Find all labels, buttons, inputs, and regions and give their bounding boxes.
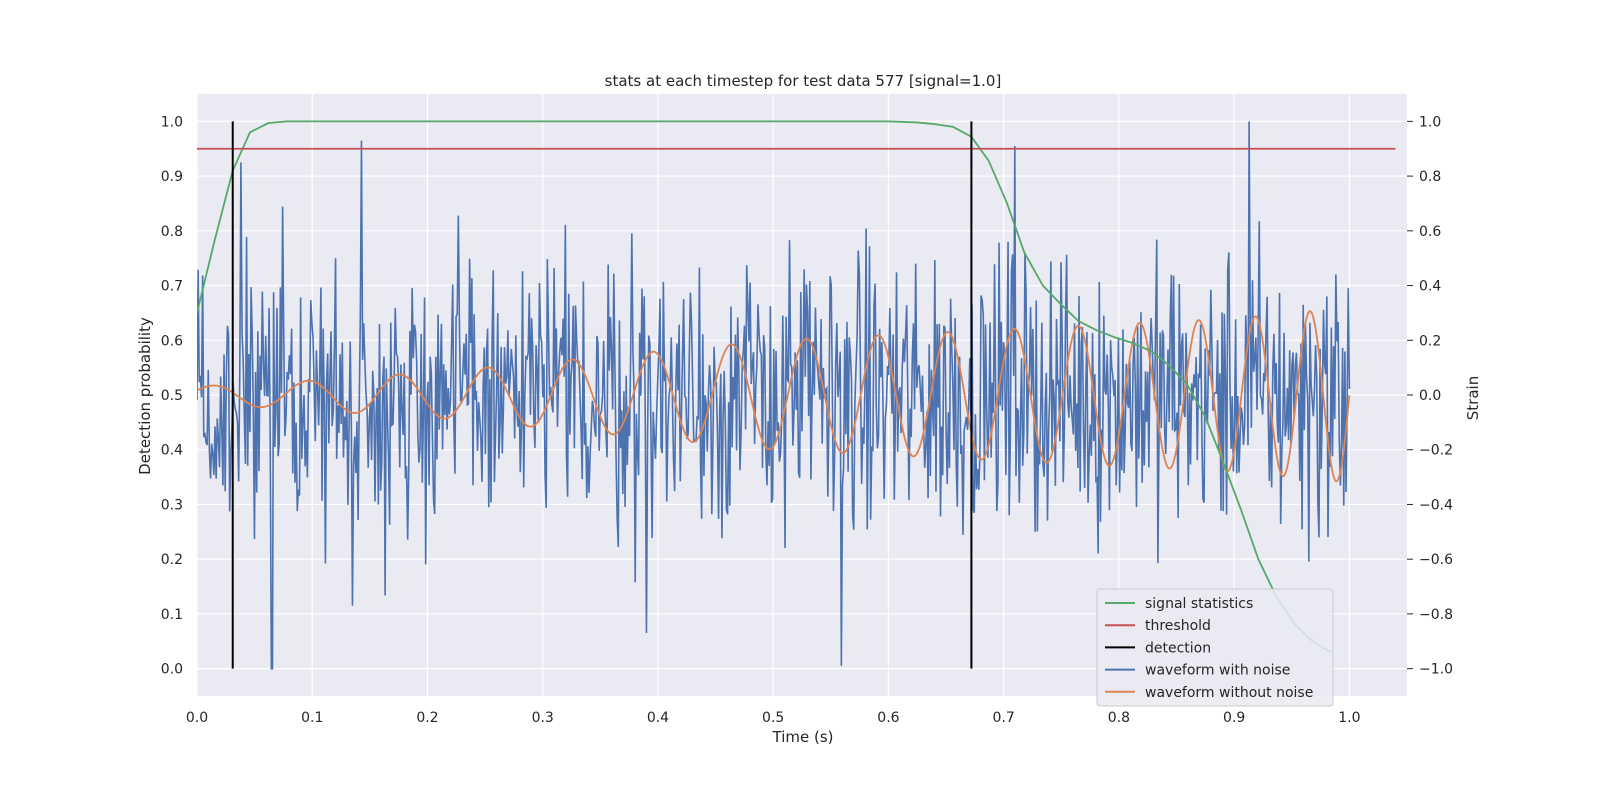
x-tick-label: 0.5 xyxy=(762,710,784,726)
legend-label: waveform without noise xyxy=(1145,685,1313,701)
y-tick-label: 0.0 xyxy=(161,662,183,678)
y2-axis-ticks: −1.0 −0.8 −0.6 −0.4 −0.2 0.0 0.2 0.4 0.6 0.8 1.0 xyxy=(1407,114,1453,678)
x-tick-label: 0.0 xyxy=(186,710,208,726)
y2-tick-label: 1.0 xyxy=(1419,114,1441,130)
x-tick-label: 0.4 xyxy=(647,710,669,726)
y-tick-label: 0.8 xyxy=(161,224,183,240)
x-tick-label: 0.3 xyxy=(532,710,554,726)
y2-tick-label: −1.0 xyxy=(1419,662,1453,678)
series-layer xyxy=(197,120,1396,670)
y2-tick-label: −0.8 xyxy=(1419,607,1453,623)
legend: signal statistics threshold detection wavef… xyxy=(1096,588,1334,707)
y2-tick-label: 0.6 xyxy=(1419,224,1441,240)
x-axis-label: Time (s) xyxy=(772,728,834,746)
series-waveform-with-noise xyxy=(197,121,1351,670)
legend-label: threshold xyxy=(1145,618,1211,634)
y2-tick-label: −0.6 xyxy=(1419,552,1453,568)
x-tick-label: 0.8 xyxy=(1108,710,1130,726)
x-tick-label: 0.9 xyxy=(1223,710,1245,726)
series-signal-statistics xyxy=(197,120,1332,653)
y-tick-label: 0.4 xyxy=(161,443,183,459)
legend-label: detection xyxy=(1145,640,1211,656)
y2-tick-label: −0.4 xyxy=(1419,497,1453,513)
y-axis-ticks: 0.0 0.1 0.2 0.3 0.4 0.5 0.6 0.7 0.8 0.9 1.0 xyxy=(161,114,183,677)
y-tick-label: 0.9 xyxy=(161,169,183,185)
y-tick-label: 0.6 xyxy=(161,333,183,349)
y-tick-label: 0.2 xyxy=(161,552,183,568)
chart-title: stats at each timestep for test data 577… xyxy=(605,72,1002,90)
x-tick-label: 1.0 xyxy=(1338,710,1360,726)
y2-tick-label: −0.2 xyxy=(1419,443,1453,459)
legend-box xyxy=(1096,588,1334,707)
legend-label: waveform with noise xyxy=(1145,663,1290,679)
x-tick-label: 0.2 xyxy=(416,710,438,726)
y-tick-label: 0.5 xyxy=(161,388,183,404)
y-tick-label: 0.3 xyxy=(161,497,183,513)
y2-axis-label: Strain xyxy=(1464,376,1482,420)
y-tick-label: 0.1 xyxy=(161,607,183,623)
x-tick-label: 0.7 xyxy=(993,710,1015,726)
x-axis-ticks: 0.0 0.1 0.2 0.3 0.4 0.5 0.6 0.7 0.8 0.9 1.0 xyxy=(186,710,1361,726)
y2-tick-label: 0.4 xyxy=(1419,279,1441,295)
y-tick-label: 0.7 xyxy=(161,279,183,295)
series-waveform-without-noise xyxy=(197,310,1351,483)
y2-tick-label: 0.0 xyxy=(1419,388,1441,404)
y-tick-label: 1.0 xyxy=(161,114,183,130)
y2-tick-label: 0.2 xyxy=(1419,333,1441,349)
legend-label: signal statistics xyxy=(1145,596,1253,612)
y2-tick-label: 0.8 xyxy=(1419,169,1441,185)
x-tick-label: 0.1 xyxy=(301,710,323,726)
y-axis-label: Detection probability xyxy=(136,317,154,475)
x-tick-label: 0.6 xyxy=(877,710,899,726)
